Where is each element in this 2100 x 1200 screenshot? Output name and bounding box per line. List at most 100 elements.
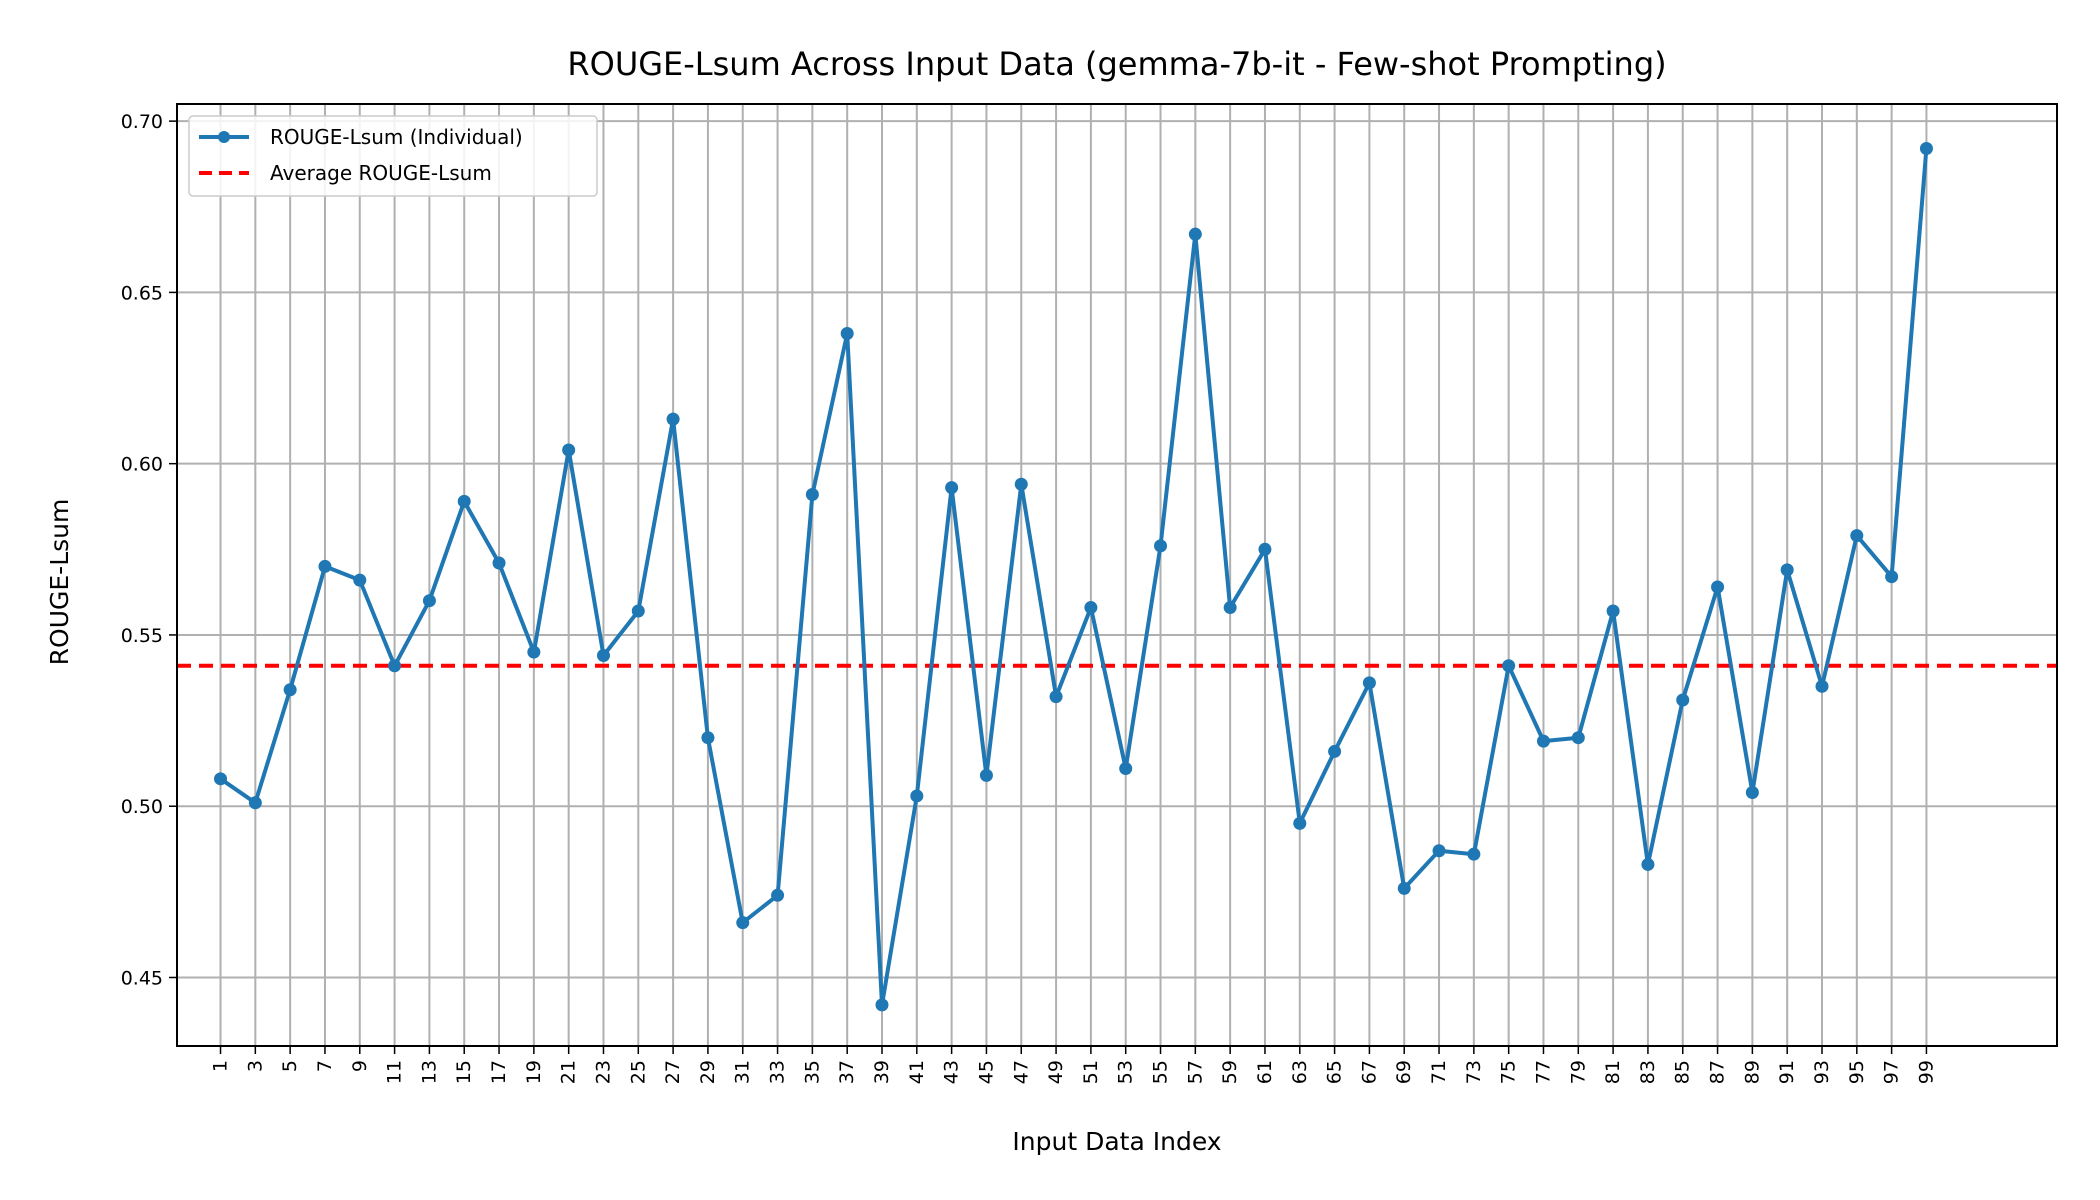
- x-tick-label: 65: [1324, 1060, 1346, 1084]
- x-tick-label: 23: [592, 1060, 614, 1084]
- data-point: [1641, 857, 1655, 871]
- x-tick-label: 37: [836, 1060, 858, 1084]
- x-tick-label: 27: [662, 1060, 684, 1084]
- data-point: [910, 789, 924, 803]
- data-point: [1119, 762, 1133, 776]
- x-tick-label: 97: [1881, 1060, 1903, 1084]
- x-tick-label: 29: [697, 1060, 719, 1084]
- x-tick-label: 81: [1602, 1060, 1624, 1084]
- data-point: [771, 888, 785, 902]
- data-point: [1919, 142, 1933, 156]
- data-point: [1571, 731, 1585, 745]
- x-tick-label: 91: [1776, 1060, 1798, 1084]
- x-tick-label: 45: [975, 1060, 997, 1084]
- y-axis-label: ROUGE-Lsum: [45, 499, 74, 666]
- data-point: [666, 412, 680, 426]
- data-point: [1850, 529, 1864, 543]
- x-tick-label: 71: [1428, 1060, 1450, 1084]
- x-tick-label: 69: [1393, 1060, 1415, 1084]
- data-point: [283, 683, 297, 697]
- data-point: [1084, 601, 1098, 615]
- data-point: [1154, 539, 1168, 553]
- x-tick-label: 5: [279, 1060, 301, 1072]
- data-point: [1014, 477, 1028, 491]
- x-tick-label: 61: [1254, 1060, 1276, 1084]
- y-axis-ticks: 0.45 0.50 0.55 0.60 0.65 0.70: [121, 111, 177, 989]
- data-point: [875, 998, 889, 1012]
- x-tick-label: 67: [1358, 1060, 1380, 1084]
- data-point: [1885, 570, 1899, 584]
- plot-frame: [176, 103, 2058, 1047]
- data-point: [1362, 676, 1376, 690]
- data-point: [562, 443, 576, 457]
- data-point: [631, 604, 645, 618]
- chart-title: ROUGE-Lsum Across Input Data (gemma-7b-i…: [567, 45, 1666, 83]
- x-tick-label: 35: [801, 1060, 823, 1084]
- y-tick-label: 0.55: [121, 625, 163, 647]
- data-point: [979, 768, 993, 782]
- data-point: [422, 594, 436, 608]
- x-tick-label: 13: [418, 1060, 440, 1084]
- data-point: [248, 796, 262, 810]
- series-layer: [214, 142, 1933, 1012]
- data-point: [1606, 604, 1620, 618]
- x-axis-label: Input Data Index: [1012, 1127, 1221, 1156]
- data-point: [214, 772, 228, 786]
- data-point: [945, 481, 959, 495]
- series-line: [219, 148, 1929, 1007]
- data-point: [1745, 786, 1759, 800]
- x-tick-label: 85: [1672, 1060, 1694, 1084]
- x-tick-label: 39: [871, 1060, 893, 1084]
- x-tick-label: 87: [1707, 1060, 1729, 1084]
- x-tick-label: 83: [1637, 1060, 1659, 1084]
- x-tick-label: 1: [210, 1060, 232, 1072]
- x-tick-label: 77: [1532, 1060, 1554, 1084]
- legend-series-marker: [218, 131, 230, 143]
- data-point: [492, 556, 506, 570]
- data-point: [1502, 659, 1516, 673]
- y-tick-label: 0.60: [121, 454, 163, 476]
- x-tick-label: 99: [1915, 1060, 1937, 1084]
- data-point: [1536, 734, 1550, 748]
- x-tick-label: 95: [1846, 1060, 1868, 1084]
- x-tick-label: 3: [244, 1060, 266, 1072]
- x-tick-label: 43: [941, 1060, 963, 1084]
- x-tick-label: 53: [1115, 1060, 1137, 1084]
- x-tick-label: 33: [767, 1060, 789, 1084]
- x-tick-label: 11: [384, 1060, 406, 1084]
- data-point: [353, 573, 367, 587]
- data-point: [1467, 847, 1481, 861]
- x-tick-label: 17: [488, 1060, 510, 1084]
- x-tick-label: 41: [906, 1060, 928, 1084]
- x-tick-label: 89: [1741, 1060, 1763, 1084]
- data-point: [596, 648, 610, 662]
- x-tick-label: 21: [558, 1060, 580, 1084]
- x-tick-label: 7: [314, 1060, 336, 1072]
- x-tick-label: 93: [1811, 1060, 1833, 1084]
- data-point: [1188, 227, 1202, 241]
- legend-label-individual: ROUGE-Lsum (Individual): [270, 125, 523, 149]
- legend-box: [188, 115, 598, 197]
- x-tick-label: 75: [1498, 1060, 1520, 1084]
- x-tick-label: 49: [1045, 1060, 1067, 1084]
- legend-label-average: Average ROUGE-Lsum: [270, 161, 492, 185]
- data-point: [840, 327, 854, 341]
- x-tick-label: 59: [1219, 1060, 1241, 1084]
- data-point: [1815, 679, 1829, 693]
- data-point: [1258, 542, 1272, 556]
- x-tick-label: 9: [349, 1060, 371, 1072]
- data-point: [318, 559, 332, 573]
- legend: ROUGE-Lsum (Individual) Average ROUGE-Ls…: [188, 115, 598, 197]
- data-point: [805, 488, 819, 502]
- y-tick-label: 0.70: [121, 111, 163, 133]
- data-point: [1223, 601, 1237, 615]
- data-point: [1049, 690, 1063, 704]
- x-tick-label: 63: [1289, 1060, 1311, 1084]
- y-tick-label: 0.50: [121, 796, 163, 818]
- data-point: [1432, 844, 1446, 858]
- x-tick-label: 51: [1080, 1060, 1102, 1084]
- data-point: [1293, 816, 1307, 830]
- y-tick-label: 0.65: [121, 282, 163, 304]
